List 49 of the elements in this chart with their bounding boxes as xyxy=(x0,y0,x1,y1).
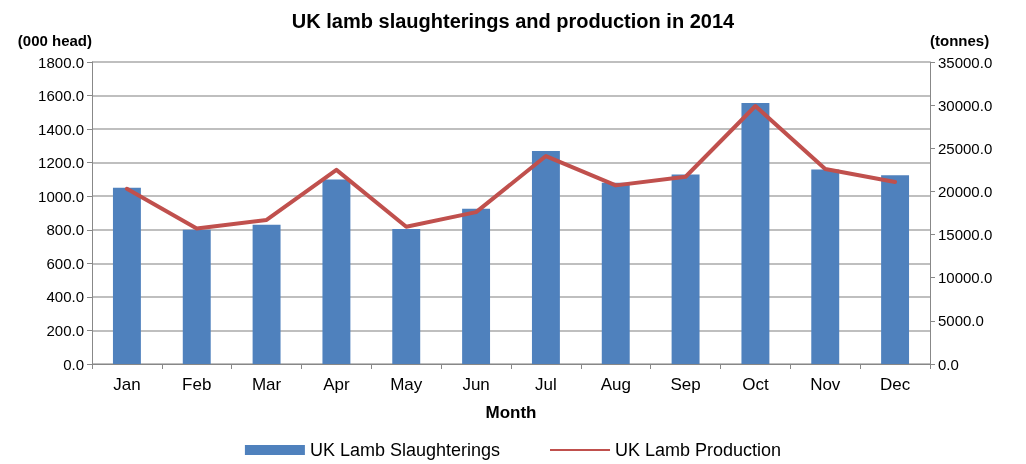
y2-tick-label: 30000.0 xyxy=(938,96,993,114)
bar xyxy=(531,150,560,364)
bar xyxy=(881,175,910,364)
x-tick-label: Jul xyxy=(535,375,557,394)
y-tick-label: 400.0 xyxy=(46,288,84,306)
x-tick-label: Apr xyxy=(323,375,350,394)
x-tick-label: Mar xyxy=(251,375,282,394)
y2-tick-label: 35000.0 xyxy=(938,53,993,71)
x-tick-label: Nov xyxy=(810,375,841,394)
x-tick-label: Oct xyxy=(742,375,769,394)
legend-label: UK Lamb Slaughterings xyxy=(309,440,501,460)
y2-axis-title: (tonnes) xyxy=(930,32,990,49)
y-tick-label: 1000.0 xyxy=(38,187,84,205)
line-series xyxy=(124,104,898,231)
bar xyxy=(112,187,141,364)
legend-label: UK Lamb Production xyxy=(615,440,782,460)
x-tick-label: Dec xyxy=(879,375,911,394)
y-tick-label: 600.0 xyxy=(46,254,84,272)
bar xyxy=(392,228,421,364)
x-tick-label: May xyxy=(390,375,423,394)
y-axis-title: (000 head) xyxy=(17,32,92,49)
y2-tick-label: 0.0 xyxy=(938,355,959,373)
y-tick-label: 1800.0 xyxy=(38,53,84,71)
bar xyxy=(322,179,351,364)
bar xyxy=(252,224,281,364)
y2-tick-label: 25000.0 xyxy=(938,139,993,157)
chart-title: UK lamb slaughterings and production in 2014 xyxy=(291,10,736,32)
x-tick-label: Sep xyxy=(670,375,701,394)
y2-tick-label: 5000.0 xyxy=(938,312,984,330)
bar xyxy=(741,103,770,364)
y-tick-label: 200.0 xyxy=(46,321,84,339)
x-tick-label: Aug xyxy=(600,375,631,394)
bar xyxy=(182,229,211,364)
y2-tick-label: 15000.0 xyxy=(938,226,993,244)
y-tick-label: 800.0 xyxy=(46,221,84,239)
x-tick-label: Jun xyxy=(462,375,490,394)
bar xyxy=(811,169,840,364)
bar xyxy=(601,182,630,364)
y-tick-label: 1600.0 xyxy=(38,87,84,105)
y-tick-label: 1400.0 xyxy=(38,120,84,138)
y-tick-label: 1200.0 xyxy=(38,154,84,172)
x-tick-label: Jan xyxy=(113,375,141,394)
x-axis-title: Month xyxy=(485,403,537,422)
bar xyxy=(462,208,491,364)
bar xyxy=(671,174,700,364)
y2-tick-label: 20000.0 xyxy=(938,182,993,200)
y-tick-label: 0.0 xyxy=(63,355,84,373)
x-tick-label: Feb xyxy=(182,375,212,394)
y2-tick-label: 10000.0 xyxy=(938,269,993,287)
